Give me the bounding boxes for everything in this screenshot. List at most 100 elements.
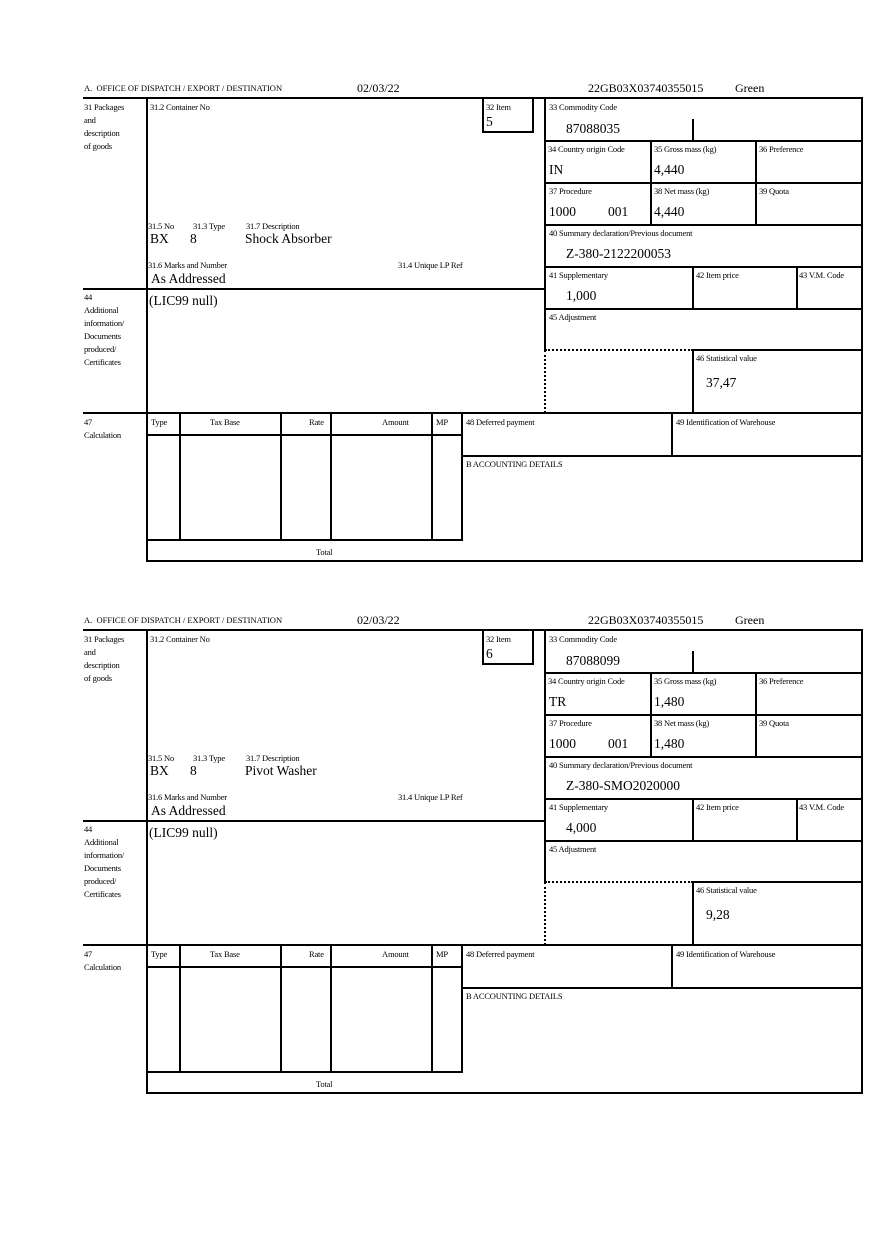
- form-rule-line: [861, 629, 863, 1094]
- form-rule-line: [482, 131, 534, 133]
- form-rule-line: [461, 944, 463, 1073]
- procedure-extra-value: 001: [608, 736, 629, 751]
- declaration-item-form: A. OFFICE OF DISPATCH / EXPORT / DESTINA…: [0, 0, 882, 562]
- form-rule-line: [544, 714, 863, 716]
- form-rule-line: [671, 944, 673, 989]
- form-rule-line: [544, 308, 863, 310]
- declaration-date: 02/03/22: [357, 613, 400, 627]
- gross-mass-value: 1,480: [654, 694, 685, 709]
- warehouse-label: 49 Identification of Warehouse: [676, 949, 776, 959]
- form-dotted-line: [545, 881, 693, 883]
- form-dotted-line: [545, 349, 693, 351]
- deferred-payment-label: 48 Deferred payment: [466, 417, 535, 427]
- net-mass-value: 4,440: [654, 204, 685, 219]
- declaration-date: 02/03/22: [357, 81, 400, 95]
- country-origin-value: IN: [549, 162, 564, 177]
- quota-label: 39 Quota: [759, 718, 789, 728]
- description-value: Shock Absorber: [245, 231, 332, 246]
- form-rule-line: [83, 97, 863, 99]
- form-dotted-line: [544, 882, 546, 945]
- form-rule-line: [330, 412, 332, 541]
- country-origin-value: TR: [549, 694, 567, 709]
- country-origin-label: 34 Country origin Code: [548, 144, 625, 154]
- form-rule-line: [83, 944, 863, 946]
- marks-label: 31.6 Marks and Number: [148, 792, 227, 802]
- procedure-label: 37 Procedure: [549, 718, 592, 728]
- declaration-item-form: A. OFFICE OF DISPATCH / EXPORT / DESTINA…: [0, 532, 882, 1094]
- form-rule-line: [482, 97, 484, 133]
- statistical-value: 9,28: [706, 907, 730, 922]
- form-rule-line: [544, 840, 863, 842]
- col-tax-base-header: Tax Base: [210, 949, 240, 959]
- office-label: A. OFFICE OF DISPATCH / EXPORT / DESTINA…: [84, 615, 283, 625]
- form-rule-line: [692, 798, 694, 842]
- col-type-header: Type: [151, 417, 168, 427]
- form-rule-line: [532, 629, 534, 665]
- commodity-code-value: 87088035: [566, 121, 620, 136]
- form-rule-line: [544, 224, 863, 226]
- pkg-no-value: BX: [150, 763, 169, 778]
- packages-label: 31 Packages and description of goods: [84, 634, 125, 683]
- form-rule-line: [146, 1092, 863, 1094]
- form-rule-line: [461, 412, 463, 541]
- form-rule-line: [692, 651, 694, 674]
- col-amount-header: Amount: [382, 949, 409, 959]
- additional-info-label: 44 Additional information/ Documents pro…: [84, 292, 125, 367]
- statistical-value-label: 46 Statistical value: [696, 353, 757, 363]
- form-rule-line: [146, 560, 863, 562]
- form-rule-line: [431, 944, 433, 1073]
- packages-label: 31 Packages and description of goods: [84, 102, 125, 151]
- form-rule-line: [796, 798, 798, 842]
- warehouse-label: 49 Identification of Warehouse: [676, 417, 776, 427]
- quota-label: 39 Quota: [759, 186, 789, 196]
- form-rule-line: [692, 349, 863, 351]
- form-rule-line: [83, 629, 863, 631]
- net-mass-label: 38 Net mass (kg): [654, 186, 710, 196]
- form-rule-line: [482, 629, 484, 665]
- declaration-reference: 22GB03X03740355015: [588, 613, 704, 627]
- form-rule-line: [461, 455, 863, 457]
- adjustment-label: 45 Adjustment: [549, 844, 597, 854]
- form-rule-line: [146, 434, 463, 436]
- supplementary-value: 1,000: [566, 288, 597, 303]
- form-rule-line: [650, 672, 652, 758]
- calculation-label: 47 Calculation: [84, 417, 121, 440]
- form-rule-line: [692, 119, 694, 142]
- pkg-no-label: 31.5 No: [148, 753, 174, 763]
- form-rule-line: [179, 944, 181, 1073]
- item-label: 32 Item: [486, 634, 511, 644]
- col-tax-base-header: Tax Base: [210, 417, 240, 427]
- form-rule-line: [482, 663, 534, 665]
- total-label: Total: [316, 1079, 333, 1089]
- description-value: Pivot Washer: [245, 763, 317, 778]
- col-rate-header: Rate: [309, 949, 324, 959]
- accounting-details-label: B ACCOUNTING DETAILS: [466, 991, 563, 1001]
- form-rule-line: [692, 349, 694, 414]
- marks-label: 31.6 Marks and Number: [148, 260, 227, 270]
- form-rule-line: [330, 944, 332, 1073]
- container-no-label: 31.2 Container No: [150, 634, 210, 644]
- supplementary-value: 4,000: [566, 820, 597, 835]
- marks-value: As Addressed: [151, 271, 226, 286]
- total-label: Total: [316, 547, 333, 557]
- col-rate-header: Rate: [309, 417, 324, 427]
- statistical-value: 37,47: [706, 375, 737, 390]
- pkg-no-value: BX: [150, 231, 169, 246]
- summary-declaration-value: Z-380-2122200053: [566, 246, 671, 261]
- accounting-details-label: B ACCOUNTING DETAILS: [466, 459, 563, 469]
- pkg-type-value: 8: [190, 763, 197, 778]
- marks-value: As Addressed: [151, 803, 226, 818]
- supplementary-label: 41 Supplementary: [549, 802, 608, 812]
- pkg-type-label: 31.3 Type: [193, 221, 225, 231]
- form-rule-line: [692, 266, 694, 310]
- item-price-label: 42 Item price: [696, 270, 739, 280]
- form-rule-line: [544, 140, 863, 142]
- pkg-no-label: 31.5 No: [148, 221, 174, 231]
- form-rule-line: [146, 539, 463, 541]
- col-amount-header: Amount: [382, 417, 409, 427]
- pkg-type-label: 31.3 Type: [193, 753, 225, 763]
- item-value: 6: [486, 646, 493, 661]
- form-rule-line: [146, 97, 148, 562]
- net-mass-label: 38 Net mass (kg): [654, 718, 710, 728]
- unique-ref-label: 31.4 Unique LP Ref: [398, 792, 463, 802]
